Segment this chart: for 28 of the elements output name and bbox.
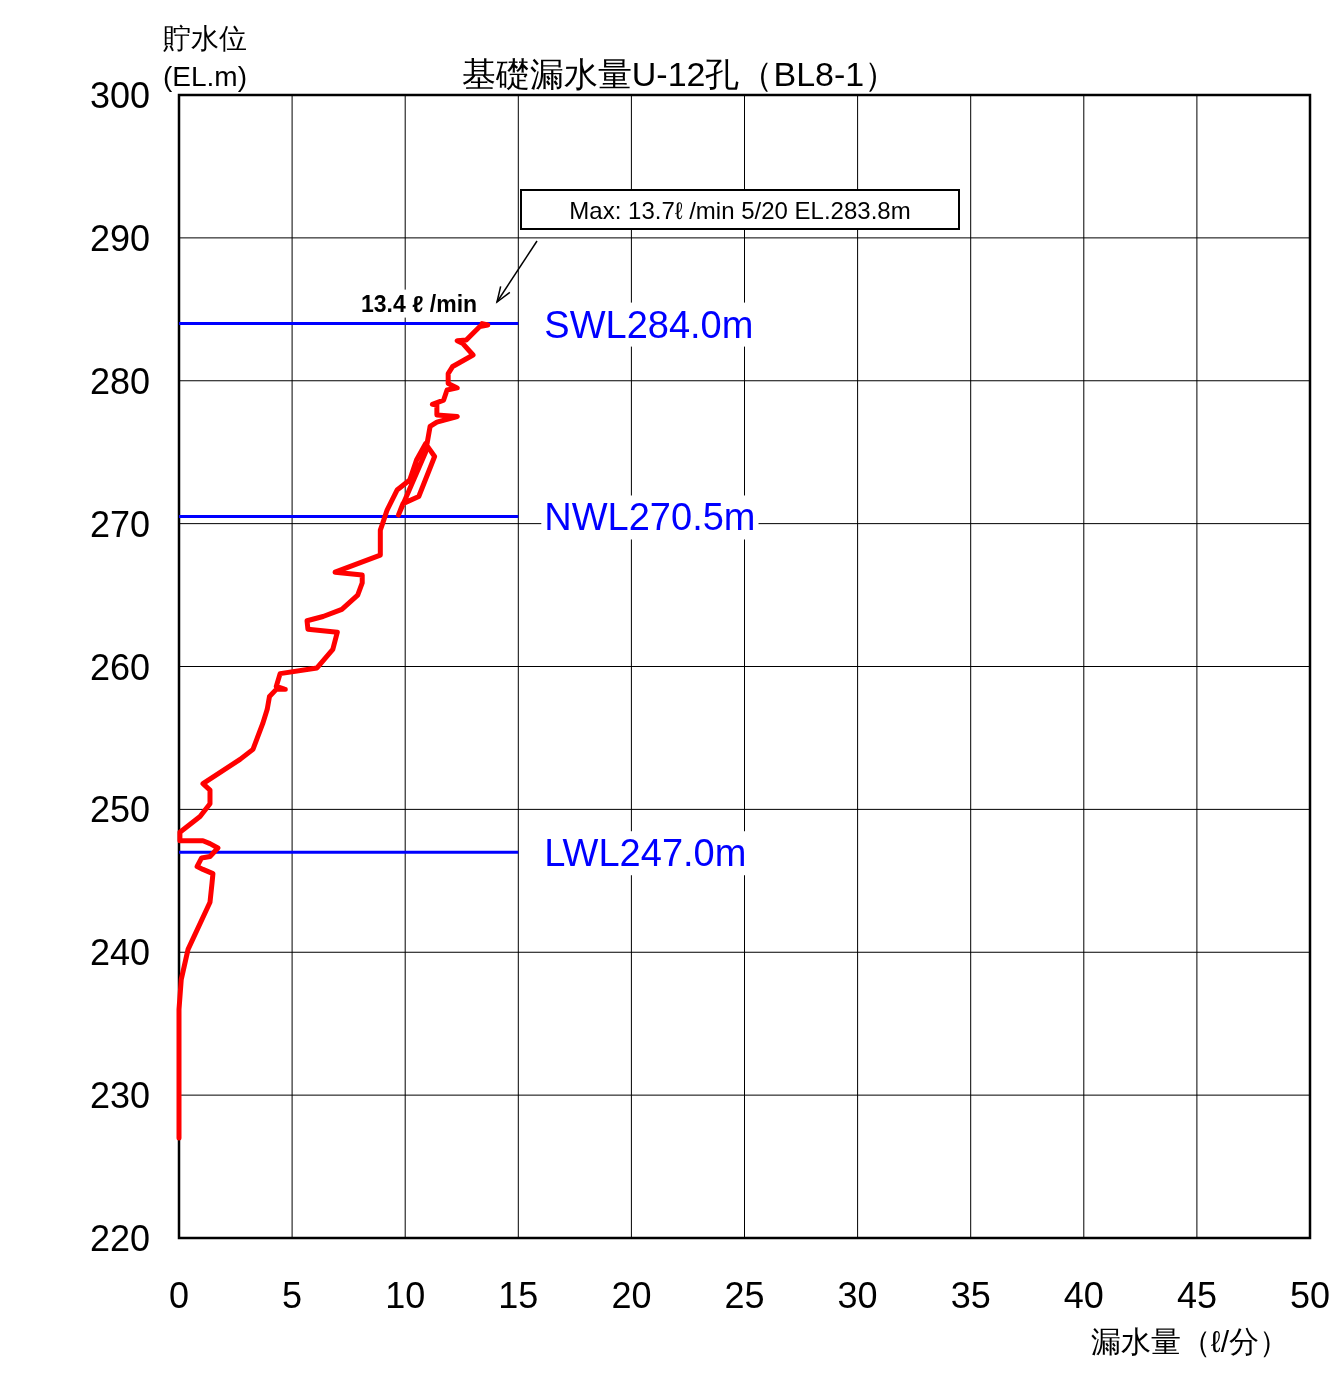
x-tick-label: 25 — [724, 1275, 765, 1316]
x-axis-title: 漏水量（ℓ/分） — [1090, 1325, 1290, 1358]
x-tick-label: 30 — [837, 1275, 878, 1316]
x-tick-label: 20 — [611, 1275, 652, 1316]
y-tick-label: 300 — [89, 75, 150, 116]
annotation: Max: 13.7ℓ /min 5/20 EL.283.8m — [569, 197, 911, 224]
ref-line-label: NWL270.5m — [544, 496, 756, 539]
x-tick-label: 45 — [1176, 1275, 1217, 1316]
chart-title: 基礎漏水量U-12孔（BL8-1） — [461, 55, 899, 93]
y-tick-label: 280 — [89, 360, 150, 402]
x-tick-label: 50 — [1289, 1275, 1331, 1316]
y-tick-label: 240 — [89, 932, 150, 974]
x-tick-label: 0 — [168, 1275, 190, 1316]
y-tick-label: 230 — [89, 1075, 150, 1117]
y-tick-label: 260 — [89, 646, 150, 688]
y-axis-title: 貯水位 (EL.m) — [163, 23, 247, 92]
x-tick-label: 5 — [282, 1275, 303, 1316]
ref-line-label: LWL247.0m — [544, 832, 747, 875]
y-tick-label: 270 — [89, 503, 150, 545]
y-tick-label: 220 — [89, 1218, 150, 1259]
x-tick-label: 15 — [498, 1275, 539, 1316]
annotation: 13.4 ℓ /min — [361, 290, 478, 317]
x-tick-label: 10 — [385, 1275, 426, 1316]
ref-line-label: SWL284.0m — [544, 303, 754, 346]
y-tick-label: 250 — [89, 789, 150, 831]
y-tick-label: 290 — [89, 217, 150, 259]
x-tick-label: 40 — [1063, 1275, 1104, 1316]
x-tick-label: 35 — [950, 1275, 991, 1316]
